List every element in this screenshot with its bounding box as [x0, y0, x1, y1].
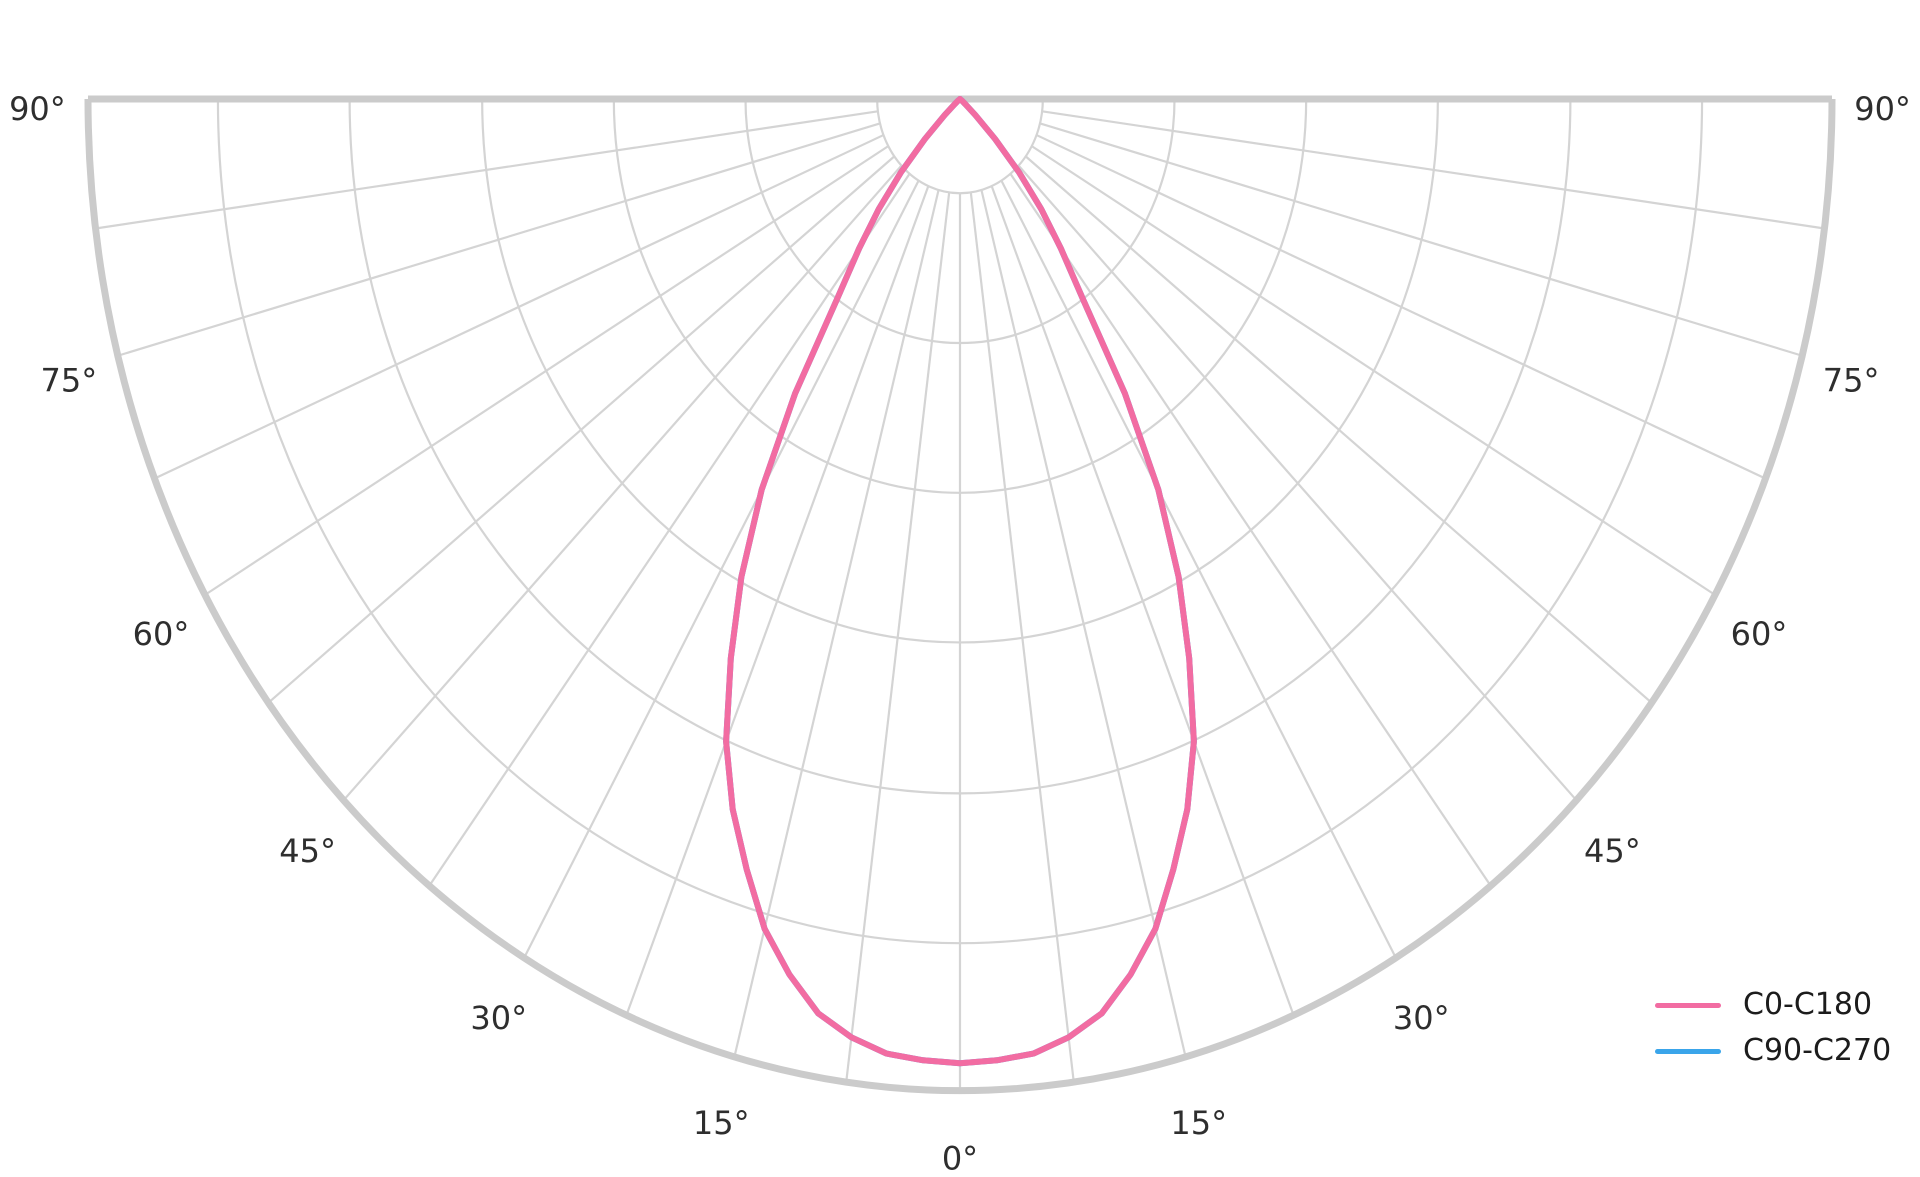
- legend-item-c0-c180: C0-C180: [1655, 982, 1891, 1028]
- angle-label-30deg-left: 30°: [470, 999, 527, 1037]
- angle-spoke--60: [204, 145, 889, 596]
- legend-line-c90-c270: [1655, 1048, 1721, 1054]
- angle-spoke--30: [523, 180, 920, 959]
- angle-spoke-60: [1031, 145, 1716, 596]
- angle-spoke-45: [1017, 164, 1578, 802]
- legend: C0-C180 C90-C270: [1655, 982, 1891, 1074]
- legend-label-c90-c270: C90-C270: [1743, 1033, 1892, 1068]
- angle-spoke--15: [733, 189, 940, 1058]
- legend-item-c90-c270: C90-C270: [1655, 1028, 1891, 1074]
- angle-spoke--52.5: [267, 155, 896, 704]
- angle-label-30deg-right: 30°: [1393, 999, 1450, 1037]
- angle-spoke-7.5: [969, 192, 1075, 1083]
- angle-spoke--22.5: [625, 185, 930, 1016]
- angle-label-90deg-left: 90°: [9, 90, 66, 128]
- angle-label-75deg-left: 75°: [41, 362, 98, 400]
- angle-label-60deg-right: 60°: [1731, 615, 1788, 653]
- angle-spoke-67.5: [1036, 134, 1767, 480]
- angle-label-45deg-left: 45°: [279, 832, 336, 870]
- angle-spoke-37.5: [1009, 173, 1492, 887]
- angle-spoke--7.5: [845, 192, 951, 1083]
- angle-label-0deg: 0°: [942, 1140, 978, 1177]
- angle-spoke-15: [980, 189, 1187, 1058]
- angle-spoke-30: [1000, 180, 1397, 959]
- angle-spoke--37.5: [428, 173, 911, 887]
- angle-label-15deg-right: 15°: [1170, 1104, 1227, 1142]
- angle-label-75deg-right: 75°: [1823, 362, 1880, 400]
- angle-spoke--82.5: [95, 110, 879, 230]
- curve-C0-C180: [723, 96, 1197, 1067]
- angle-spoke-82.5: [1041, 110, 1825, 230]
- angle-spoke--67.5: [153, 134, 884, 480]
- angle-label-60deg-left: 60°: [133, 615, 190, 653]
- legend-line-c0-c180: [1655, 1002, 1721, 1008]
- angle-label-15deg-left: 15°: [693, 1104, 750, 1142]
- angle-spoke--75: [117, 122, 881, 357]
- radial-ring-1: [876, 98, 1044, 195]
- angle-spoke-75: [1039, 122, 1803, 357]
- angle-label-45deg-right: 45°: [1584, 832, 1641, 870]
- angle-spoke-52.5: [1024, 155, 1653, 704]
- angle-spoke-22.5: [990, 185, 1295, 1016]
- angle-label-90deg-right: 90°: [1854, 90, 1911, 128]
- legend-label-c0-c180: C0-C180: [1743, 987, 1873, 1022]
- angle-spoke--45: [342, 164, 903, 802]
